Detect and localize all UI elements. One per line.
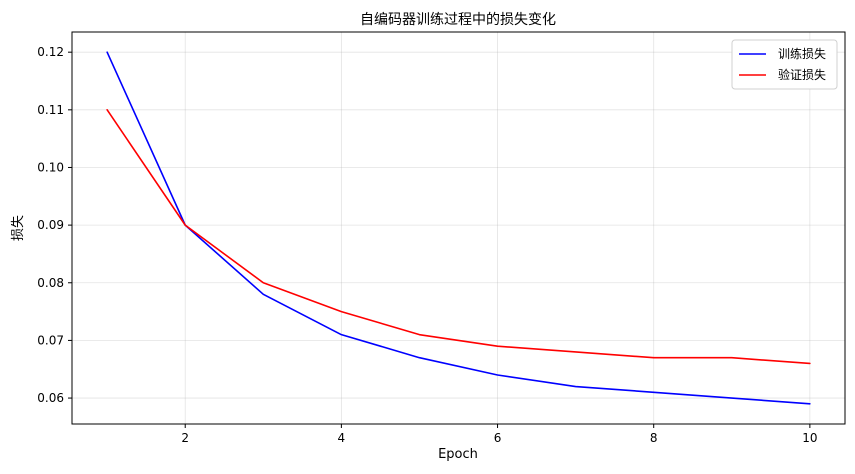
axis-ticks: 2 4 6 8 10 0.06 0.07 0.08 0.09 0.10 0.11 0.12 (37, 45, 817, 445)
x-tick-label: 2 (181, 431, 189, 445)
grid-lines (72, 32, 845, 424)
x-axis-label: Epoch (438, 447, 478, 462)
legend-box (731, 39, 838, 90)
x-tick-label: 4 (338, 431, 346, 445)
x-tick-label: 8 (650, 431, 658, 445)
y-tick-label: 0.06 (37, 391, 64, 405)
y-axis-label: 损失 (11, 215, 26, 241)
chart-title: 自编码器训练过程中的损失变化 (360, 12, 556, 28)
y-tick-label: 0.07 (37, 333, 64, 347)
series-line-2 (106, 109, 811, 365)
x-tick-label: 10 (802, 431, 817, 445)
legend-label-2: 验证损失 (778, 67, 826, 82)
series-line-1 (106, 51, 811, 405)
y-tick-label: 0.12 (37, 45, 64, 59)
legend-label-1: 训练损失 (778, 46, 826, 61)
plot-area-frame (71, 31, 846, 425)
y-tick-label: 0.11 (37, 103, 64, 117)
y-tick-label: 0.09 (37, 218, 64, 232)
y-tick-label: 0.08 (37, 276, 64, 290)
series-lines (106, 51, 811, 405)
y-tick-label: 0.10 (37, 160, 64, 174)
x-tick-label: 6 (494, 431, 502, 445)
